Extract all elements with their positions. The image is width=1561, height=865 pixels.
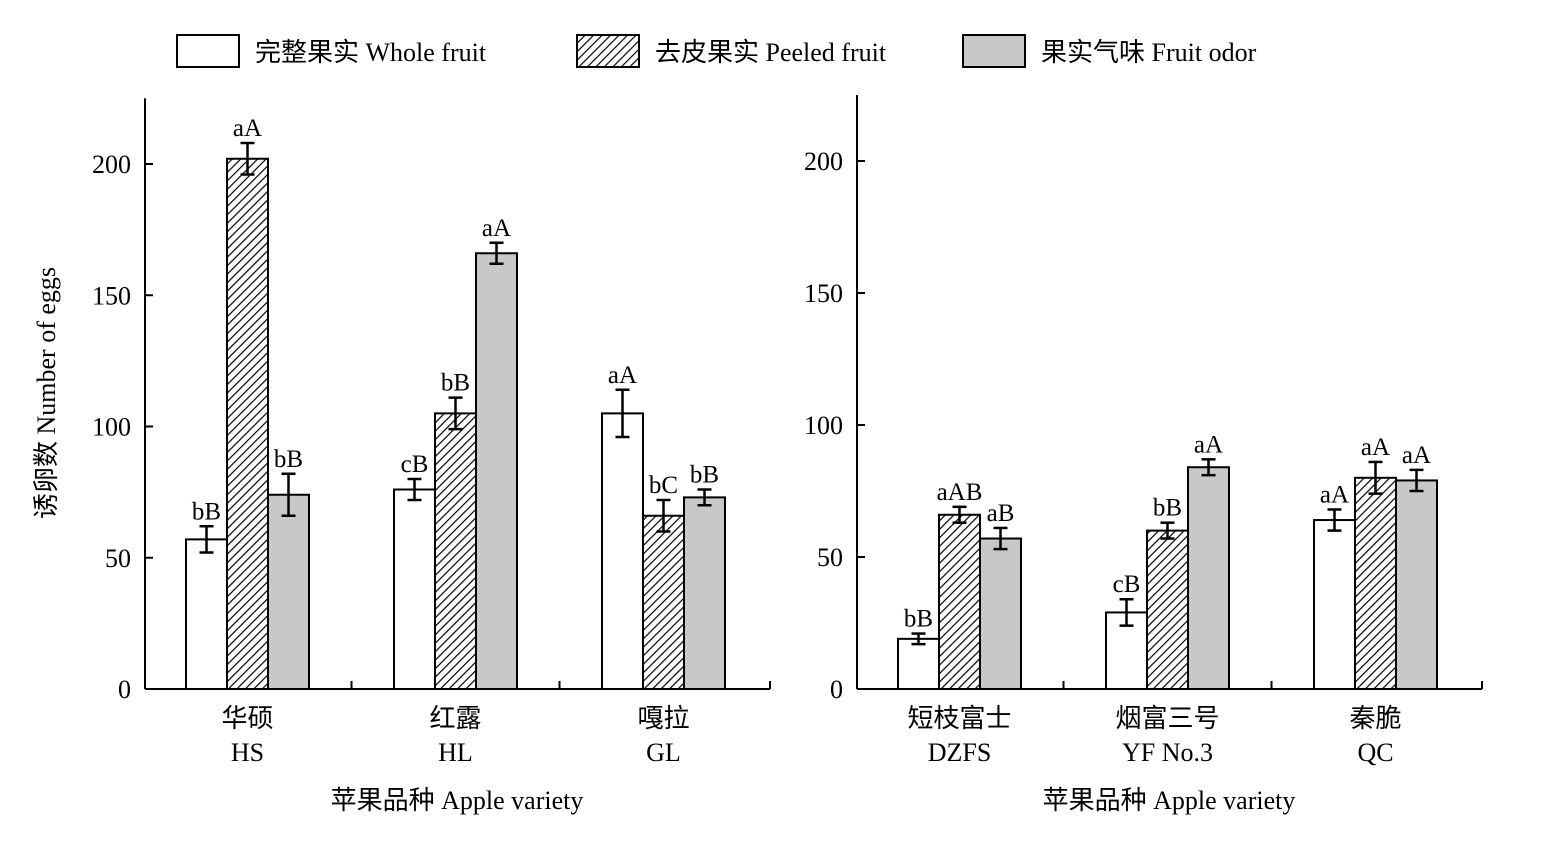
x-axis-title: 苹果品种 Apple variety xyxy=(331,786,584,815)
x-tick-label-en: QC xyxy=(1357,738,1393,767)
significance-label: bB xyxy=(274,446,303,473)
y-axis-title: 诱卵数 Number of eggs xyxy=(32,267,61,519)
bar xyxy=(226,157,269,690)
x-tick-label-en: YF No.3 xyxy=(1122,738,1213,767)
legend-label: 去皮果实 Peeled fruit xyxy=(655,38,887,67)
y-tick-label: 0 xyxy=(118,675,131,704)
legend-swatch xyxy=(962,34,1026,68)
x-tick-label-cn: 嘎拉 xyxy=(637,704,689,733)
bar xyxy=(642,514,685,690)
bar xyxy=(267,493,310,690)
bar xyxy=(475,252,518,690)
significance-label: aA xyxy=(1402,442,1431,469)
bar xyxy=(1187,466,1230,690)
significance-label: cB xyxy=(1113,571,1141,598)
chart-panel-1: 0 50 100 150 200 华硕 HS bB aA bB 红露 HL cB bB aA 嘎拉 GL aA bC… xyxy=(92,98,771,815)
legend-label: 完整果实 Whole fruit xyxy=(255,38,487,67)
x-tick-label-cn: 华硕 xyxy=(221,704,273,733)
x-tick-label-cn: 红露 xyxy=(429,704,481,733)
significance-label: aA xyxy=(1361,434,1390,461)
significance-label: cB xyxy=(401,451,429,478)
y-tick-label: 50 xyxy=(105,544,131,573)
bar xyxy=(1313,519,1356,690)
significance-label: bB xyxy=(1153,495,1182,522)
x-tick-label-en: HS xyxy=(231,738,264,767)
bar xyxy=(185,538,228,690)
bar xyxy=(979,537,1022,691)
significance-label: aA xyxy=(233,115,262,142)
y-tick-label: 100 xyxy=(92,413,131,442)
y-tick-label: 0 xyxy=(830,675,843,704)
significance-label: aAB xyxy=(937,479,983,506)
significance-label: aA xyxy=(1320,481,1349,508)
significance-label: aA xyxy=(608,362,637,389)
x-tick-label-en: GL xyxy=(646,738,681,767)
bar xyxy=(683,496,726,690)
significance-label: bB xyxy=(441,370,470,397)
bar xyxy=(1354,476,1397,690)
bar xyxy=(434,412,477,690)
chart-panels: 诱卵数 Number of eggs 0 50 100 150 200 华硕 HS bB aA bB… xyxy=(32,95,1483,815)
y-tick-label: 200 xyxy=(804,147,843,176)
bar xyxy=(1146,529,1189,690)
significance-label: bB xyxy=(690,462,719,489)
bar xyxy=(1395,479,1438,690)
legend-label: 果实气味 Fruit odor xyxy=(1041,38,1257,67)
bar xyxy=(393,488,436,690)
bar xyxy=(938,513,981,691)
y-tick-label: 50 xyxy=(817,543,843,572)
y-tick-label: 200 xyxy=(92,150,131,179)
y-tick-label: 150 xyxy=(92,281,131,310)
legend-swatch xyxy=(176,34,240,68)
y-tick-label: 150 xyxy=(804,279,843,308)
significance-label: aB xyxy=(987,500,1015,527)
significance-label: bB xyxy=(192,498,221,525)
legend-swatch xyxy=(576,34,640,68)
x-tick-label-en: HL xyxy=(438,738,473,767)
x-tick-label-en: DZFS xyxy=(928,738,992,767)
x-tick-label-cn: 秦脆 xyxy=(1349,704,1401,733)
y-tick-label: 100 xyxy=(804,411,843,440)
x-tick-label-cn: 短枝富士 xyxy=(907,704,1011,733)
x-axis-title: 苹果品种 Apple variety xyxy=(1043,786,1296,815)
significance-label: bB xyxy=(904,606,933,633)
significance-label: aA xyxy=(1194,431,1223,458)
legend: 完整果实 Whole fruit 去皮果实 Peeled fruit 果实气味 Fr… xyxy=(176,34,1257,68)
bar xyxy=(897,637,940,691)
significance-label: bC xyxy=(649,472,678,499)
bar xyxy=(601,412,644,690)
significance-label: aA xyxy=(482,215,511,242)
x-tick-label-cn: 烟富三号 xyxy=(1115,704,1219,733)
